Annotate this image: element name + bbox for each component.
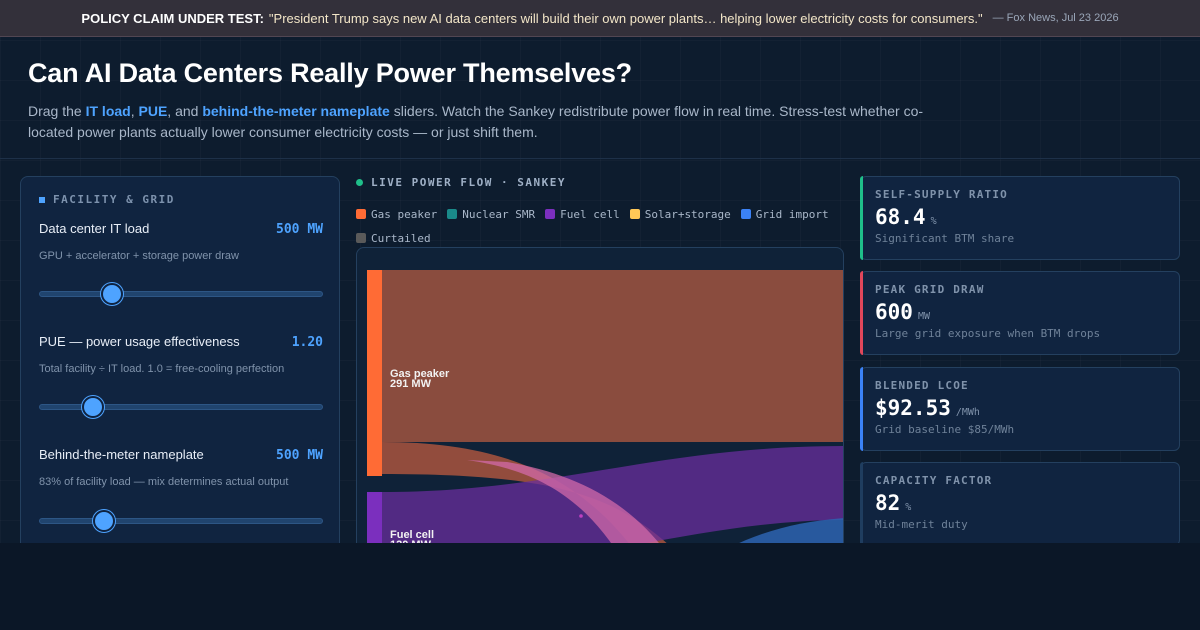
- metric-title: CAPACITY FACTOR: [875, 474, 993, 487]
- desc-text: ,: [130, 103, 139, 119]
- bottom-band: [0, 543, 1200, 630]
- metric-value: 600: [875, 300, 913, 324]
- desc-highlight-pue: PUE: [138, 103, 168, 119]
- legend-label: Nuclear SMR: [462, 207, 536, 221]
- legend-swatch: [545, 209, 556, 219]
- pue-slider-thumb[interactable]: [82, 396, 105, 418]
- desc-highlight-btm: behind-the-meter nameplate: [202, 103, 390, 119]
- metric-value: $92.53: [875, 396, 951, 420]
- legend-item: Gas peaker: [356, 202, 437, 226]
- btm-hint: 83% of facility load — mix determines ac…: [39, 476, 289, 488]
- legend-label: Fuel cell: [560, 207, 620, 221]
- legend-item: Curtailed: [356, 226, 431, 250]
- legend-swatch: [356, 209, 366, 219]
- panel-title: FACILITY & GRID: [39, 193, 321, 206]
- legend-label: Gas peaker: [371, 207, 438, 221]
- pue-value: 1.20: [291, 335, 323, 350]
- desc-text: , and: [167, 103, 203, 119]
- metric-unit: /MWh: [955, 407, 980, 418]
- desc-text: Drag the: [28, 103, 86, 119]
- it-load-label: Data center IT load: [39, 221, 150, 236]
- pue-control: PUE — power usage effectiveness 1.20 Tot…: [39, 334, 323, 418]
- card-accent: [860, 462, 863, 546]
- legend-label: Solar+storage: [644, 207, 731, 221]
- flow-overlap: [467, 460, 676, 566]
- sankey-header: LIVE POWER FLOW · SANKEY Gas peaker Nucl…: [356, 176, 846, 250]
- it-load-value: 500 MW: [276, 222, 323, 237]
- header-divider: [0, 158, 1200, 159]
- node-gas-peaker: [367, 270, 382, 476]
- metric-title: SELF-SUPPLY RATIO: [875, 188, 1008, 201]
- legend-label: Grid import: [755, 207, 829, 221]
- metric-subtitle: Grid baseline $85/MWh: [875, 423, 1015, 436]
- metric-subtitle: Significant BTM share: [875, 232, 1015, 245]
- btm-control: Behind-the-meter nameplate 500 MW 83% of…: [39, 447, 323, 532]
- pue-slider[interactable]: [39, 396, 323, 418]
- it-load-slider[interactable]: [39, 283, 323, 305]
- metric-card-capacity: CAPACITY FACTOR 82% Mid-merit duty: [860, 462, 1180, 546]
- btm-slider[interactable]: [39, 510, 323, 532]
- it-load-slider-thumb[interactable]: [100, 283, 123, 305]
- sankey-legend: Gas peaker Nuclear SMR Fuel cell Solar+s…: [356, 202, 846, 250]
- sankey-diagram: Gas peaker 291 MW Fuel cell 120 MW: [356, 247, 844, 567]
- panel-title-text: FACILITY & GRID: [53, 193, 175, 206]
- sankey-title: LIVE POWER FLOW · SANKEY: [356, 176, 846, 189]
- btm-label: Behind-the-meter nameplate: [39, 447, 204, 462]
- node-gas-name: Gas peaker: [390, 368, 450, 380]
- metric-subtitle: Mid-merit duty: [875, 518, 968, 531]
- page-title: Can AI Data Centers Really Power Themsel…: [28, 58, 632, 88]
- legend-swatch: [740, 209, 751, 219]
- metric-value: 68.4: [875, 205, 926, 229]
- desc-text: sliders. Watch the Sankey redistribute p…: [28, 103, 924, 140]
- metric-unit: %: [930, 216, 937, 227]
- metric-unit: MW: [917, 311, 930, 322]
- legend-label: Curtailed: [371, 231, 431, 245]
- it-load-hint: GPU + accelerator + storage power draw: [39, 250, 239, 262]
- btm-value: 500 MW: [276, 448, 323, 463]
- sankey-title-text: LIVE POWER FLOW · SANKEY: [371, 176, 566, 189]
- metric-title: BLENDED LCOE: [875, 379, 969, 392]
- metric-card-self-supply: SELF-SUPPLY RATIO 68.4% Significant BTM …: [860, 176, 1180, 260]
- card-accent: [860, 176, 863, 260]
- flow-marker: [579, 514, 583, 518]
- legend-item: Grid import: [740, 202, 829, 226]
- card-accent: [860, 271, 863, 355]
- metric-unit: %: [905, 502, 912, 513]
- metric-value: 82: [875, 491, 901, 515]
- it-load-control: Data center IT load 500 MW GPU + acceler…: [39, 221, 323, 305]
- flow-gas-branch: [382, 442, 691, 566]
- btm-slider-thumb[interactable]: [93, 510, 115, 532]
- policy-claim-banner: POLICY CLAIM UNDER TEST: "President Trum…: [0, 0, 1200, 37]
- metric-card-lcoe: BLENDED LCOE $92.53/MWh Grid baseline $8…: [860, 367, 1180, 451]
- banner-quote: "President Trump says new AI data center…: [268, 10, 983, 26]
- sankey-svg: Gas peaker 291 MW Fuel cell 120 MW: [367, 270, 843, 566]
- page-description: Drag the IT load, PUE, and behind-the-me…: [28, 101, 928, 143]
- node-gas-value: 291 MW: [390, 378, 432, 390]
- banner-tag: POLICY CLAIM UNDER TEST:: [81, 10, 264, 26]
- facility-grid-panel: FACILITY & GRID Data center IT load 500 …: [20, 176, 340, 556]
- card-accent: [860, 367, 863, 451]
- legend-swatch: [629, 209, 640, 219]
- desc-highlight-it-load: IT load: [85, 103, 131, 119]
- legend-swatch: [356, 233, 366, 243]
- square-bullet-icon: [39, 196, 45, 203]
- metric-subtitle: Large grid exposure when BTM drops: [875, 327, 1101, 340]
- flow-gas-main: [382, 270, 843, 442]
- legend-item: Solar+storage: [629, 202, 731, 226]
- live-dot-icon: [356, 179, 363, 186]
- legend-item: Fuel cell: [545, 202, 620, 226]
- pue-hint: Total facility ÷ IT load. 1.0 = free-coo…: [39, 363, 285, 375]
- metric-title: PEAK GRID DRAW: [875, 283, 985, 296]
- node-fuel-name: Fuel cell: [390, 529, 434, 541]
- metric-card-peak-grid: PEAK GRID DRAW 600 MW Large grid exposure…: [860, 271, 1180, 355]
- pue-label: PUE — power usage effectiveness: [39, 334, 240, 349]
- legend-swatch: [447, 209, 458, 219]
- legend-item: Nuclear SMR: [447, 202, 535, 226]
- hero: Can AI Data Centers Really Power Themsel…: [28, 58, 1178, 143]
- banner-source: — Fox News, Jul 23 2026: [992, 12, 1119, 24]
